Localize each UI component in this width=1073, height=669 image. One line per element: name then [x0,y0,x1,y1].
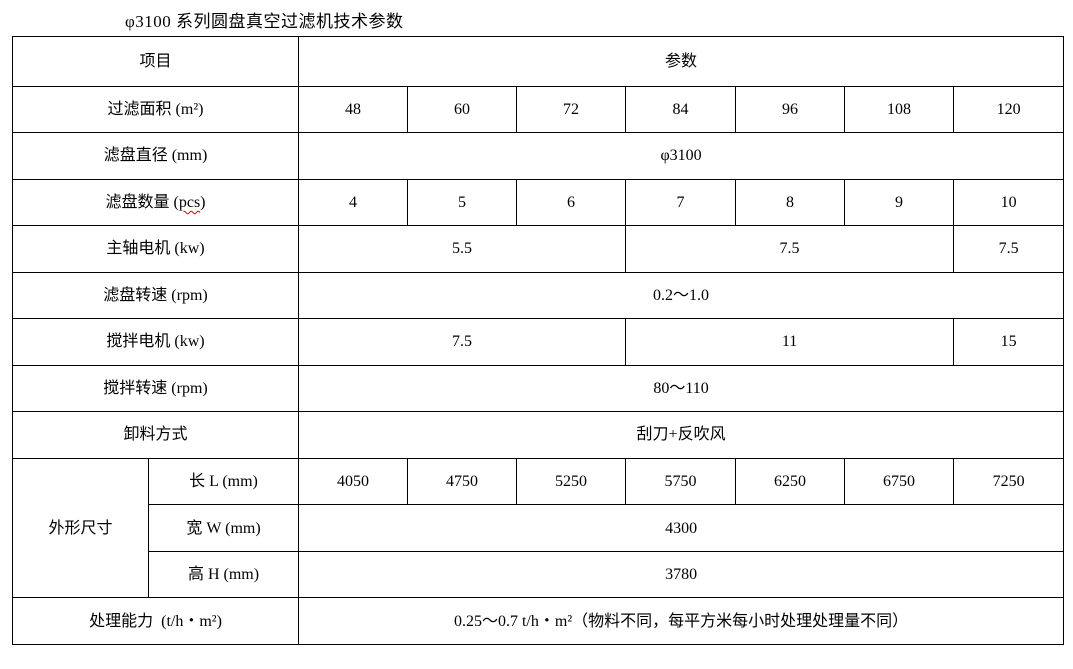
table-cell: 72 [516,85,627,134]
row-label-height: 高 H (mm) [147,550,300,599]
row-disc-speed: 滤盘转速 (rpm) 0.2～1.0 [11,271,1065,320]
row-dimensions-height: 高 H (mm) 3780 [13,550,1065,599]
row-label-discharge-mode: 卸料方式 [11,411,300,459]
table-cell-span: 4300 [298,504,1065,552]
table-cell-span: 5.5 [298,225,627,273]
row-disc-count: 滤盘数量 (pcs) 4 5 6 7 8 9 10 [11,178,1065,227]
row-label-main-motor: 主轴电机 (kw) [11,225,300,273]
row-label-dimensions: 外形尺寸 [12,457,149,599]
row-discharge-mode: 卸料方式 刮刀+反吹风 [11,411,1065,459]
table-cell-span: 7.5 [625,225,955,273]
table-cell: 6 [516,178,627,227]
label-text: 滤盘数量 ( [105,193,179,211]
table-cell: 4750 [407,457,518,506]
table-cell-span: 刮刀+反吹风 [298,411,1065,459]
table-cell: 10 [953,178,1065,227]
row-label-agitator-speed: 搅拌转速 (rpm) [11,364,300,413]
table-cell-span: 7.5 [298,318,627,366]
table-cell-span: φ3100 [298,132,1065,180]
row-label-length: 长 L (mm) [147,457,300,506]
table-cell-span: 80～110 [298,364,1065,413]
table-cell: 7250 [953,457,1065,506]
table-cell: 5 [407,178,518,227]
header-item-cell: 项目 [11,36,300,87]
row-agitator-speed: 搅拌转速 (rpm) 80～110 [11,364,1065,413]
table-cell: 84 [625,85,737,134]
table-cell: 9 [844,178,955,227]
table-cell: 6750 [844,457,955,506]
row-dimensions-length: 外形尺寸 长 L (mm) 4050 4750 5250 5750 6250 6… [12,457,1065,599]
label-text: ) [200,193,206,211]
row-label-disc-speed: 滤盘转速 (rpm) [11,271,300,320]
row-label-disc-count: 滤盘数量 (pcs) [11,178,300,227]
table-cell: 4 [298,178,409,227]
row-label-filter-area: 过滤面积 (m²) [11,85,300,134]
table-cell: 120 [953,85,1065,134]
table-cell-span: 0.25～0.7 t/h・m²（物料不同，每平方米每小时处理处理量不同） [298,597,1065,645]
table-cell-span: 11 [625,318,955,366]
table-cell: 96 [735,85,846,134]
row-capacity: 处理能力 (t/h・m²) 0.25～0.7 t/h・m²（物料不同，每平方米每… [11,597,1065,645]
table-cell: 5750 [625,457,737,506]
table-cell: 6250 [735,457,846,506]
table-cell: 7 [625,178,737,227]
row-disc-diameter: 滤盘直径 (mm) φ3100 [11,132,1065,180]
spellcheck-word: pcs [178,193,201,211]
row-dimensions-width: 宽 W (mm) 4300 [13,504,1065,552]
table-header-row: 项目 参数 [11,36,1065,87]
table-cell: 108 [844,85,955,134]
table-cell: 7.5 [953,225,1065,273]
header-param-cell: 参数 [298,36,1065,87]
spec-table: 项目 参数 过滤面积 (m²) 48 60 72 84 96 108 120 滤… [11,36,1065,645]
row-label-capacity: 处理能力 (t/h・m²) [11,597,300,645]
row-label-agitator-motor: 搅拌电机 (kw) [11,318,300,366]
row-label-width: 宽 W (mm) [147,504,300,552]
table-cell: 48 [298,85,409,134]
table-cell: 8 [735,178,846,227]
table-cell-span: 0.2～1.0 [298,271,1065,320]
table-cell: 5250 [516,457,627,506]
table-cell: 60 [407,85,518,134]
table-cell: 15 [953,318,1065,366]
row-main-motor: 主轴电机 (kw) 5.5 7.5 7.5 [11,225,1065,273]
page-title: φ3100 系列圆盘真空过滤机技术参数 [125,12,404,31]
row-agitator-motor: 搅拌电机 (kw) 7.5 11 15 [11,318,1065,366]
row-label-disc-diameter: 滤盘直径 (mm) [11,132,300,180]
table-cell: 4050 [298,457,409,506]
table-cell-span: 3780 [298,550,1065,599]
row-filter-area: 过滤面积 (m²) 48 60 72 84 96 108 120 [11,85,1065,134]
